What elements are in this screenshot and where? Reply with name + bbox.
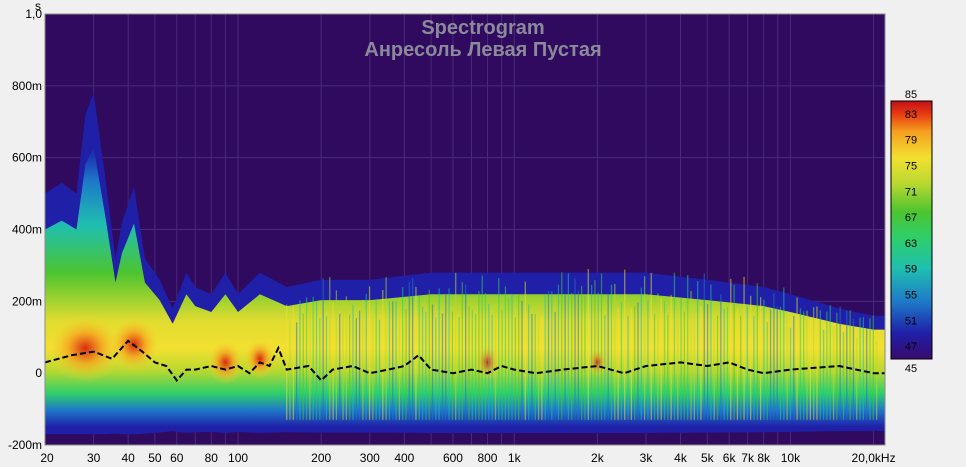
- x-tick-label: 10k: [781, 451, 801, 465]
- y-tick-label: 1,0: [25, 7, 42, 21]
- x-tick-label: 100: [228, 451, 248, 465]
- colorbar-tick-label: 75: [905, 161, 917, 173]
- plot-area: [44, 13, 886, 446]
- y-axis-label: s: [35, 0, 41, 13]
- y-tick-label: 200m: [12, 294, 42, 308]
- x-tick-label: 3k: [640, 451, 654, 465]
- colorbar: 85 83 79 75 71 67 63 59 55 51 47 45: [890, 89, 933, 375]
- colorbar-tick-label: 83: [905, 109, 917, 121]
- x-tick-label: 60: [170, 451, 184, 465]
- y-tick-label: 400m: [12, 223, 42, 237]
- chart-title: Spectrogram: [421, 17, 544, 39]
- colorbar-tick-label: 79: [905, 135, 917, 147]
- x-tick-label: 7k: [741, 451, 755, 465]
- colorbar-tick-label: 59: [905, 264, 917, 276]
- colorbar-tick-label: 55: [905, 290, 917, 302]
- y-tick-label: -200m: [8, 438, 42, 452]
- x-tick-label: 80: [205, 451, 219, 465]
- colorbar-tick-label: 63: [905, 238, 917, 250]
- heatmap-hotspot: [47, 314, 124, 383]
- x-tick-label: 20,0kHz: [852, 451, 896, 465]
- x-tick-label: 50: [148, 451, 162, 465]
- colorbar-ticks: 85 83 79 75 71 67 63 59 55 51 47 45: [905, 89, 917, 375]
- x-tick-label: 600: [443, 451, 463, 465]
- y-tick-label: 600m: [12, 151, 42, 165]
- x-tick-label: 4k: [674, 451, 688, 465]
- colorbar-gradient: [890, 100, 933, 360]
- x-tick-label: 300: [360, 451, 380, 465]
- heatmap-hotspot: [243, 338, 276, 379]
- peak-time-line: [45, 339, 885, 382]
- x-tick-label: 40: [121, 451, 135, 465]
- x-tick-label: 8k: [757, 451, 771, 465]
- x-tick-label: 20: [40, 451, 54, 465]
- colorbar-tick-label: 51: [905, 315, 917, 327]
- colorbar-tick-label: 45: [905, 363, 917, 375]
- x-tick-label: 800: [477, 451, 497, 465]
- y-tick-label: 800m: [12, 79, 42, 93]
- plot-frame: [44, 13, 886, 446]
- colorbar-tick-label: 67: [905, 212, 917, 224]
- x-tick-label: 1k: [508, 451, 522, 465]
- y-tick-label: 0: [35, 366, 42, 380]
- x-tick-label: 2k: [591, 451, 605, 465]
- colorbar-tick-label: 85: [905, 89, 917, 101]
- y-axis-ticks: 1,0 800m 600m 400m 200m 0 -200m: [8, 7, 42, 452]
- colorbar-tick-label: 71: [905, 186, 917, 198]
- heatmap-hotspot: [587, 348, 608, 377]
- heatmap-stripes: [286, 268, 878, 420]
- x-axis-ticks: 20 30 40 50 60 80 100 200 300 400 600 800 1k 2k 3k 4k 5k…: [40, 451, 895, 465]
- x-tick-label: 400: [394, 451, 414, 465]
- x-tick-label: 30: [87, 451, 101, 465]
- x-tick-label: 200: [311, 451, 331, 465]
- chart-subtitle: Анресоль Левая Пустая: [364, 39, 601, 61]
- x-tick-label: 5k: [701, 451, 715, 465]
- heatmap-hotspot: [207, 340, 244, 385]
- colorbar-tick-label: 47: [905, 341, 917, 353]
- x-tick-label: 6k: [723, 451, 737, 465]
